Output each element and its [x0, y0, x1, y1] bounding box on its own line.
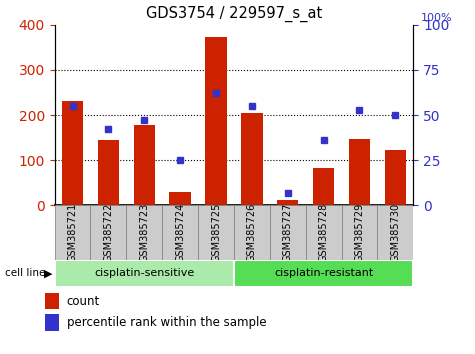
Text: GSM385726: GSM385726 — [247, 203, 257, 262]
Bar — [55, 205, 91, 260]
Bar — [349, 138, 370, 205]
Bar — [385, 150, 406, 205]
Text: GSM385728: GSM385728 — [319, 203, 329, 262]
Bar — [241, 113, 263, 205]
Bar — [306, 205, 342, 260]
Bar — [45, 293, 59, 309]
Bar — [170, 192, 191, 205]
Text: cisplatin-resistant: cisplatin-resistant — [274, 268, 373, 279]
Bar — [55, 260, 234, 287]
Bar — [342, 205, 378, 260]
Text: GSM385727: GSM385727 — [283, 203, 293, 262]
Bar — [270, 205, 306, 260]
Bar — [234, 205, 270, 260]
Text: GSM385721: GSM385721 — [67, 203, 77, 262]
Text: count: count — [66, 295, 100, 308]
Text: percentile rank within the sample: percentile rank within the sample — [66, 316, 266, 329]
Bar — [91, 205, 126, 260]
Title: GDS3754 / 229597_s_at: GDS3754 / 229597_s_at — [146, 6, 322, 22]
Text: 100%: 100% — [420, 13, 452, 23]
Bar — [162, 205, 198, 260]
Bar — [277, 200, 298, 205]
Bar — [234, 260, 413, 287]
Text: GSM385722: GSM385722 — [104, 203, 114, 262]
Bar — [205, 38, 227, 205]
Bar — [98, 140, 119, 205]
Text: GSM385724: GSM385724 — [175, 203, 185, 262]
Bar — [313, 168, 334, 205]
Text: ▶: ▶ — [44, 268, 52, 279]
Bar — [62, 101, 83, 205]
Bar — [198, 205, 234, 260]
Text: GSM385725: GSM385725 — [211, 203, 221, 262]
Bar — [378, 205, 413, 260]
Bar — [133, 125, 155, 205]
Text: cell line: cell line — [5, 268, 45, 279]
Text: GSM385730: GSM385730 — [390, 203, 400, 262]
Bar — [45, 314, 59, 331]
Text: GSM385723: GSM385723 — [139, 203, 149, 262]
Text: cisplatin-sensitive: cisplatin-sensitive — [94, 268, 194, 279]
Bar — [126, 205, 162, 260]
Text: GSM385729: GSM385729 — [354, 203, 364, 262]
